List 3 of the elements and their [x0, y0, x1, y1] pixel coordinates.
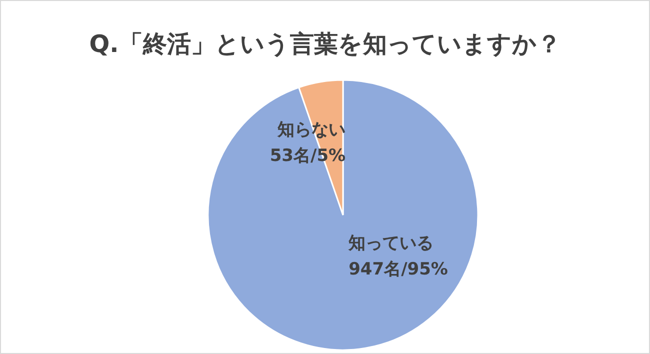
- slice-label: 知っている: [348, 233, 434, 254]
- chart-title: Q.「終活」という言葉を知っていますか？: [89, 30, 561, 58]
- data-label: 947名/95%: [348, 259, 448, 280]
